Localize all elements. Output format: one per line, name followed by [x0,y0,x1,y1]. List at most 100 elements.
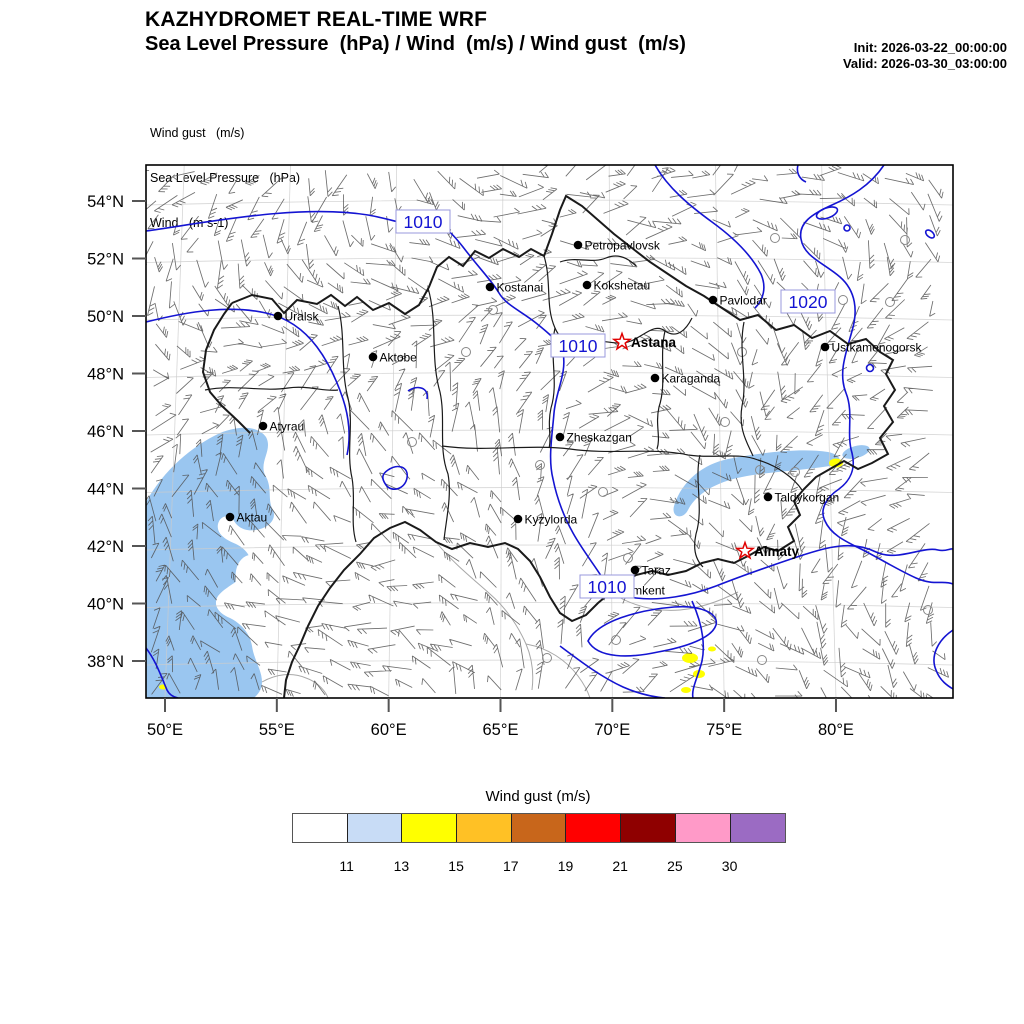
meridian-line [388,165,398,698]
colorbar-tick-label: 30 [721,858,738,874]
city-dot-icon [225,512,235,522]
city-dot-icon [650,373,660,383]
wind-gust-patch [682,653,698,663]
calm-wind-circle [757,655,767,665]
colorbar-cell [402,814,458,842]
x-tick-label: 75°E [706,721,742,739]
valid-time-label: Valid: 2026-03-30_03:00:00 [842,56,1007,71]
colorbar-cell [566,814,622,842]
calm-wind-circle [790,467,800,477]
city-label: Taraz [642,564,671,578]
capital-star-icon [611,331,633,351]
city-label: Petropavlovsk [585,239,661,253]
x-tick-label: 60°E [371,721,407,739]
meridian-line [608,165,613,698]
pressure-label-box [780,289,836,314]
city-label: Kyzylorda [525,513,578,527]
calm-wind-circle [611,635,621,645]
city-dot-icon [273,311,283,321]
water-bodies [146,427,870,698]
pressure-label-value: 1020 [789,292,828,312]
lake-balkhash [673,450,840,517]
pressure-contours [146,165,953,698]
colorbar-tick-label: 13 [393,858,410,874]
calm-wind-circle [770,233,780,243]
city-dot-icon [582,280,592,290]
calm-wind-circle [838,295,848,305]
city-dot-icon [485,282,495,292]
calm-wind-circle [488,305,498,315]
x-tick-label: 50°E [147,721,183,739]
calm-wind-circle [885,297,895,307]
colorbar-cell [511,814,567,842]
meridian-line [164,165,185,698]
meridian-line [715,165,725,698]
city-label: Uralsk [285,310,320,324]
colorbar-cell [293,814,348,842]
city-label: Karaganda [662,372,721,386]
capital-star-icon [734,540,756,560]
calm-wind-circle [407,437,417,447]
x-axis: 50°E 55°E 60°E 65°E 70°E 75°E 80°E [147,698,854,739]
wind-gust-patch [681,687,691,693]
colorbar-cell [730,814,786,842]
legend-line-wind-gust: Wind gust (m/s) [150,126,245,140]
y-tick-label: 46°N [87,423,124,441]
product-subtitle: Sea Level Pressure (hPa) / Wind (m/s) / … [145,33,686,55]
city-label: Aktau [237,511,268,525]
colorbar-cell [457,814,512,842]
meridian-line [821,165,837,698]
product-title: KAZHYDROMET REAL-TIME WRF [145,8,488,31]
y-axis: 54°N 52°N 50°N 48°N 46°N 44°N 42°N 40°N 38°N [87,193,146,671]
city-label: Ustkamenogorsk [832,341,923,355]
colorbar-tick-label: 17 [503,858,519,874]
mangyshlak-peninsula [235,553,288,604]
x-tick-label: 65°E [483,721,519,739]
colorbar-tick-label: 11 [339,858,354,874]
city-label: Aktobe [380,351,418,365]
colorbar-tick-label: 19 [557,858,574,874]
calm-wind-circle [461,347,471,357]
graticule [146,165,953,698]
y-tick-label: 50°N [87,308,124,326]
run-times: Init: 2026-03-22_00:00:00 Valid: 2026-03… [843,40,1007,72]
city-label: Astana [631,335,677,350]
pressure-contour-labels: 1010 1020 1010 1010 [395,209,836,599]
colorbar-cell [347,814,403,842]
city-dot-icon [630,565,640,575]
calm-wind-circle [623,553,633,563]
init-time-label: Init: 2026-03-22_00:00:00 [853,40,1007,55]
calm-wind-circle [535,460,545,470]
parallel-line [146,602,953,608]
y-tick-label: 40°N [87,596,124,614]
city-label: Almaty [754,544,800,559]
x-tick-label: 55°E [259,721,295,739]
calm-wind-circle [542,653,552,663]
calm-wind-circle [900,235,910,245]
colorbar-block: Wind gust (m/s) 11 13 15 17 19 21 25 30 [0,782,1024,892]
country-border [201,194,897,698]
pressure-label-box [395,209,451,234]
pressure-label-value: 1010 [404,212,443,232]
y-tick-label: 52°N [87,251,124,269]
pressure-label-value: 1010 [559,336,598,356]
y-tick-label: 48°N [87,366,124,384]
calm-wind-circle [720,417,730,427]
parallel-line [146,544,953,551]
city-dot-icon [820,342,830,352]
city-label: Pavlodar [720,294,767,308]
legend-line-pressure: Sea Level Pressure (hPa) [150,171,301,185]
city-markers: Petropavlovsk Kostanai Kokshetau Pavlodar Ur… [225,239,923,598]
lake-zaysan [842,445,870,459]
x-tick-label: 80°E [818,721,854,739]
y-tick-label: 54°N [87,193,124,211]
city-dot-icon [555,432,565,442]
city-dot-icon [763,492,773,502]
city-dot-icon [573,240,583,250]
calm-wind-circle [923,605,933,615]
city-label: Zheskazgan [567,431,632,445]
layers-legend: Wind gust (m/s) Sea Level Pressure (hPa)… [150,96,300,261]
city-dot-icon [708,295,718,305]
